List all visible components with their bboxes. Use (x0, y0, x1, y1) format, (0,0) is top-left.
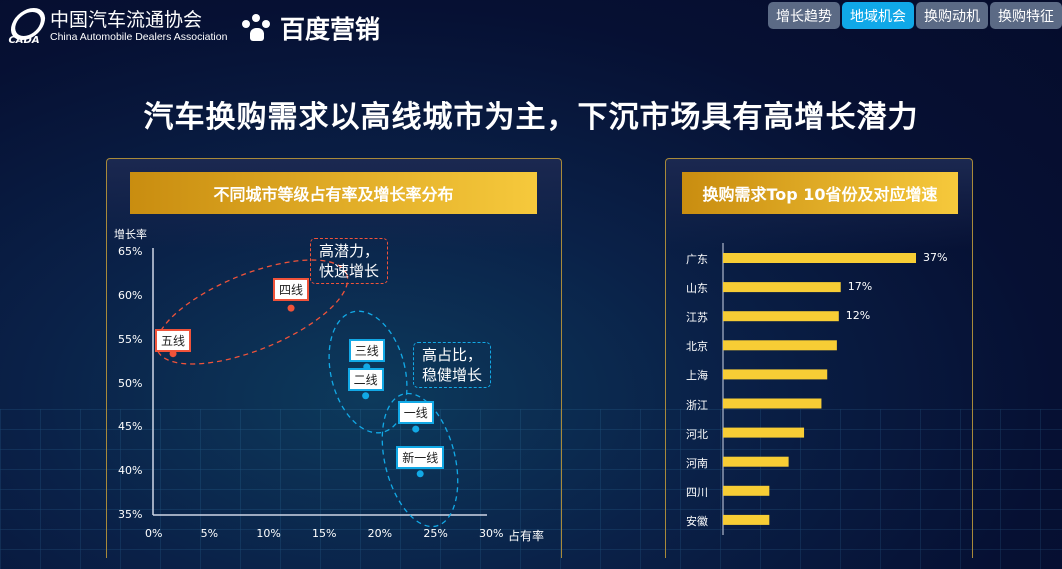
annotation-high-share: 高占比， 稳健增长 (413, 342, 492, 388)
bar (723, 398, 822, 409)
bar (723, 282, 841, 293)
high-potential-ellipse (155, 259, 349, 365)
baidu-logo-text: 百度营销 (280, 15, 381, 44)
high-share-ellipse-1 (328, 310, 408, 434)
scatter-point (362, 392, 370, 400)
y-axis-label: 增长率 (114, 228, 147, 241)
y-tick-label: 55% (118, 332, 143, 346)
baidu-paw-icon (242, 14, 274, 42)
bar (723, 340, 837, 351)
x-axis-label: 占有率 (508, 529, 545, 543)
bar (723, 369, 828, 380)
x-tick-label: 0% (145, 527, 163, 540)
annotation-line: 稳健增长 (422, 366, 483, 384)
x-tick-label: 10% (256, 527, 281, 540)
y-tick-label: 60% (118, 288, 143, 302)
cada-logo: CADA 中国汽车流通协会 China Automobile Dealers A… (4, 6, 227, 46)
point-label: 二线 (347, 367, 384, 391)
point-label: 新一线 (396, 445, 445, 469)
point-label: 五线 (155, 328, 192, 352)
baidu-marketing-logo: 百度营销 (242, 10, 380, 46)
y-tick-label: 50% (118, 376, 143, 390)
province-label: 广东 (686, 253, 708, 266)
province-label: 四川 (686, 485, 708, 499)
x-tick-label: 30% (479, 527, 504, 540)
point-label: 四线 (273, 278, 310, 302)
bar-panel (665, 158, 973, 558)
province-label: 江苏 (686, 311, 708, 325)
tab-replacement-motive[interactable]: 换购动机 (916, 2, 988, 29)
assoc-name-cn: 中国汽车流通协会 (50, 9, 203, 31)
bar (723, 514, 770, 525)
province-label: 河南 (686, 456, 708, 470)
scatter-point (416, 470, 424, 478)
province-label: 山东 (686, 282, 708, 296)
province-label: 浙江 (686, 398, 708, 412)
bar-value-label: 17% (847, 280, 873, 294)
y-tick-label: 65% (118, 245, 143, 258)
scatter-point (412, 425, 420, 433)
province-label: 北京 (686, 340, 708, 354)
bar (723, 427, 805, 438)
x-tick-label: 15% (312, 527, 337, 540)
scatter-title: 不同城市等级占有率及增长率分布 (130, 172, 537, 214)
annotation-line: 高潜力， (319, 242, 380, 260)
x-tick-label: 20% (367, 527, 393, 540)
x-tick-label: 5% (200, 527, 219, 540)
bar (723, 311, 839, 322)
y-tick-label: 35% (118, 508, 143, 521)
cada-emblem-icon: CADA (4, 6, 44, 46)
page-title: 汽车换购需求以高线城市为主，下沉市场具有高增长潜力 (143, 100, 919, 135)
annotation-line: 快速增长 (319, 262, 380, 280)
scatter-point (287, 304, 295, 312)
x-tick-label: 25% (423, 527, 448, 540)
assoc-name-en: China Automobile Dealers Association (50, 31, 228, 43)
bar-value-label: 12% (845, 309, 871, 323)
province-label: 上海 (686, 369, 708, 383)
province-label: 河北 (686, 427, 708, 441)
province-label: 安徽 (686, 514, 708, 528)
y-tick-label: 40% (118, 464, 143, 478)
point-label: 一线 (397, 401, 434, 425)
nav-tabs: 增长趋势 地域机会 换购动机 换购特征 (768, 2, 1062, 29)
tab-regional-opportunity[interactable]: 地域机会 (842, 2, 914, 29)
bar (723, 456, 789, 467)
scatter-panel (106, 158, 562, 558)
bar (723, 485, 770, 496)
high-share-ellipse-2 (381, 392, 459, 528)
tab-replacement-features[interactable]: 换购特征 (990, 2, 1062, 29)
y-tick-label: 45% (118, 420, 143, 434)
bar-title: 换购需求Top 10省份及对应增速 (682, 172, 958, 214)
annotation-high-potential: 高潜力， 快速增长 (310, 238, 389, 284)
bar (723, 253, 916, 263)
cada-logo-text: CADA (8, 35, 40, 46)
bar-value-label: 37% (923, 251, 948, 264)
scatter-point (169, 350, 177, 358)
tab-growth-trend[interactable]: 增长趋势 (768, 2, 840, 29)
annotation-line: 高占比， (422, 346, 483, 364)
point-label: 三线 (348, 338, 385, 362)
